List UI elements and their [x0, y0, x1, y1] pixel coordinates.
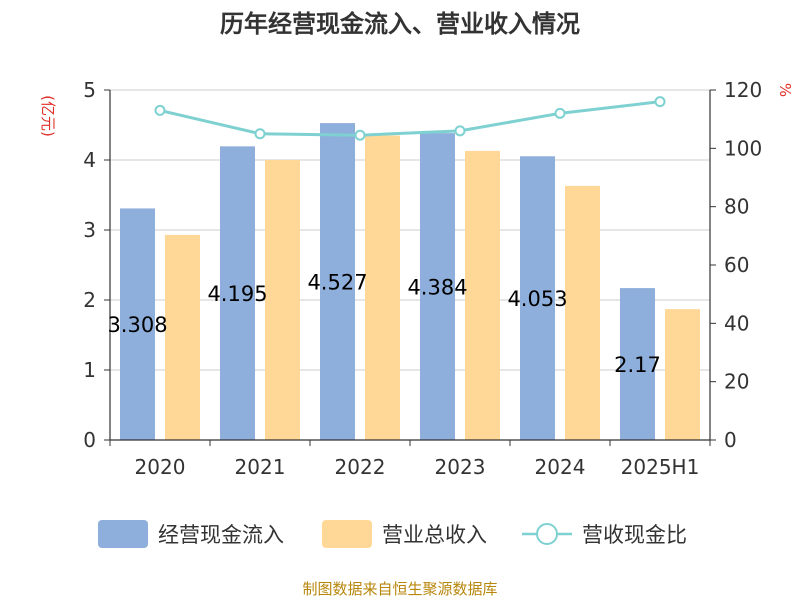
- data-label: 4.053: [507, 287, 567, 311]
- x-tick-label: 2024: [535, 455, 586, 479]
- cash-inflow-bar: [520, 156, 555, 441]
- bars: [120, 123, 700, 441]
- revenue-bar: [465, 150, 500, 440]
- ratio-line: [154, 96, 666, 141]
- revenue-bar: [665, 309, 700, 440]
- legend-item-revenue: 营业总收入: [322, 520, 487, 548]
- ratio-line-path: [159, 100, 661, 137]
- legend-item-cash-inflow: 经营现金流入: [98, 520, 284, 548]
- left-tick-label: 0: [83, 428, 96, 452]
- left-tick-label: 2: [83, 288, 96, 312]
- cash-inflow-bar: [320, 123, 355, 441]
- data-label: 4.384: [407, 276, 467, 300]
- right-tick-label: 60: [724, 253, 749, 277]
- x-tick-label: 2020: [135, 455, 186, 479]
- data-labels: 3.308 4.195 4.527 4.384 4.053 2.17: [107, 271, 660, 377]
- revenue-bar: [165, 234, 200, 440]
- right-tick-label: 100: [724, 136, 762, 160]
- left-tick-label: 4: [83, 148, 96, 172]
- chart-title: 历年经营现金流入、营业收入情况: [220, 10, 580, 38]
- left-axis-unit: (亿元): [39, 95, 57, 137]
- data-label: 4.527: [307, 271, 367, 295]
- gridlines: [110, 89, 710, 371]
- ratio-line-point: [254, 128, 266, 140]
- x-tick-label: 2022: [335, 455, 386, 479]
- legend-label: 营业总收入: [382, 523, 487, 547]
- x-tick-label: 2021: [235, 455, 286, 479]
- data-label: 4.195: [207, 282, 267, 306]
- legend-item-ratio: 营收现金比: [522, 523, 687, 547]
- legend-swatch: [98, 520, 148, 548]
- cash-inflow-bar: [620, 288, 655, 440]
- source-note: 制图数据来自恒生聚源数据库: [302, 580, 497, 598]
- ratio-line-point: [554, 107, 566, 119]
- cash-inflow-bar: [420, 133, 455, 440]
- ratio-line-point: [354, 129, 366, 141]
- cash-inflow-bar: [120, 208, 155, 440]
- ratio-line-point: [654, 96, 666, 108]
- axes: 0 1 2 3 4 5 0 20 40 60 80 100 120 2020 2021 2022 2023 202…: [83, 78, 762, 479]
- left-tick-label: 1: [83, 358, 96, 382]
- x-tick-label: 2025H1: [621, 455, 700, 479]
- legend-label: 经营现金流入: [158, 523, 284, 547]
- legend-swatch-marker: [536, 523, 558, 545]
- legend: 经营现金流入 营业总收入 营收现金比: [98, 520, 687, 548]
- left-tick-label: 5: [83, 78, 96, 102]
- data-label: 2.17: [614, 353, 661, 377]
- left-tick-label: 3: [83, 218, 96, 242]
- right-tick-label: 120: [724, 78, 762, 102]
- right-tick-label: 40: [724, 311, 749, 335]
- right-tick-label: 20: [724, 370, 749, 394]
- right-axis-unit: %: [776, 83, 794, 97]
- x-tick-label: 2023: [435, 455, 486, 479]
- ratio-line-point: [454, 125, 466, 137]
- right-tick-label: 0: [724, 428, 737, 452]
- revenue-bar: [265, 160, 300, 440]
- right-tick-label: 80: [724, 195, 749, 219]
- ratio-line-point: [154, 104, 166, 116]
- revenue-bar: [365, 135, 400, 440]
- data-label: 3.308: [107, 313, 167, 337]
- revenue-bar: [565, 185, 600, 440]
- legend-label: 营收现金比: [582, 523, 687, 547]
- cash-inflow-bar: [220, 146, 255, 440]
- legend-swatch: [322, 520, 372, 548]
